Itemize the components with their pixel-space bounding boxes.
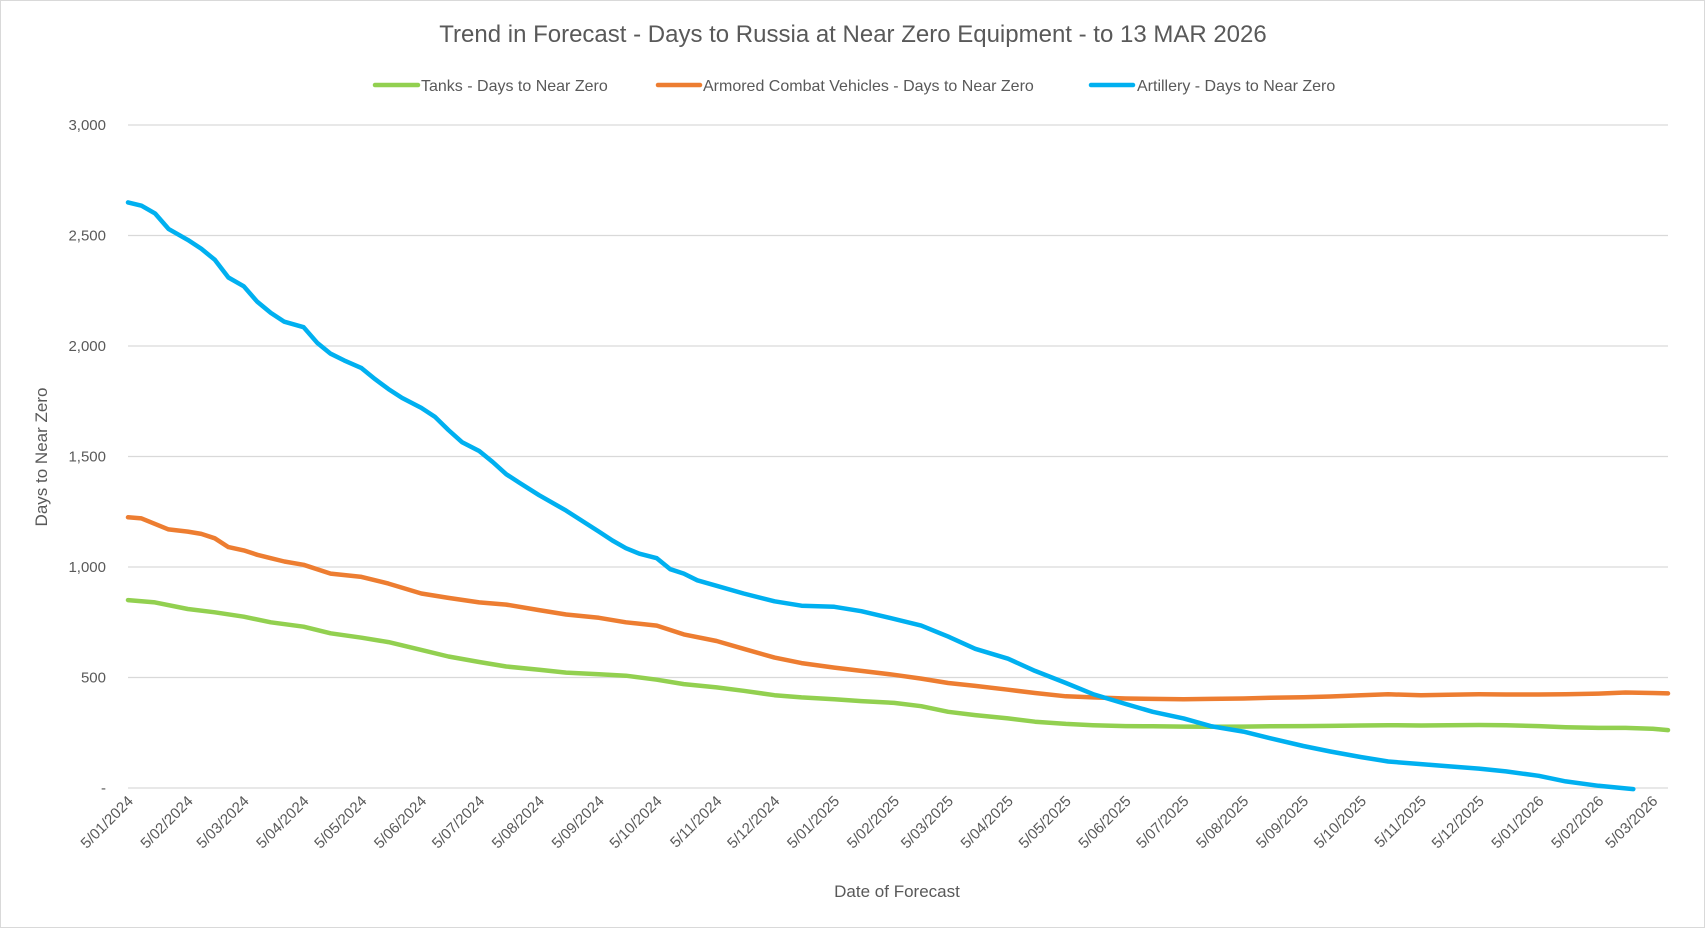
x-tick-label: 5/05/2025 [1016,793,1075,852]
x-tick-label: 5/07/2024 [429,793,488,852]
x-tick-label: 5/12/2024 [724,793,783,852]
y-tick-label: - [101,780,106,797]
series-line-tanks [125,597,1671,733]
y-tick-label: 2,500 [68,228,106,245]
series-line-armored-combat-vehicles [125,515,1671,702]
y-tick-label: 1,500 [68,449,106,466]
x-tick-label: 5/04/2025 [958,793,1017,852]
x-tick-label: 5/02/2026 [1548,793,1607,852]
x-tick-label: 5/07/2025 [1133,793,1192,852]
legend-label-artillery: Artillery - Days to Near Zero [1137,78,1335,95]
x-tick-label: 5/02/2024 [137,793,196,852]
x-tick-label: 5/03/2026 [1602,793,1661,852]
x-tick-label: 5/01/2026 [1488,793,1547,852]
x-tick-label: 5/05/2024 [311,793,370,852]
x-tick-label: 5/08/2025 [1193,793,1252,852]
x-tick-label: 5/02/2025 [844,793,903,852]
legend: Tanks - Days to Near Zero Armored Combat… [372,78,1335,95]
chart-title: Trend in Forecast - Days to Russia at Ne… [439,21,1266,48]
x-tick-label: 5/03/2025 [898,793,957,852]
series-layer [125,200,1671,792]
x-tick-label: 5/09/2025 [1253,793,1312,852]
legend-entry-armored-combat-vehicles: Armored Combat Vehicles - Days to Near Z… [655,78,1034,95]
x-tick-label: 5/12/2025 [1428,793,1487,852]
x-tick-label: 5/08/2024 [489,793,548,852]
legend-label-tanks: Tanks - Days to Near Zero [421,78,608,95]
legend-entry-tanks: Tanks - Days to Near Zero [372,78,608,95]
x-tick-label: 5/10/2024 [606,793,665,852]
x-tick-label: 5/06/2025 [1075,793,1134,852]
x-tick-label: 5/06/2024 [371,793,430,852]
y-axis-title: Days to Near Zero [32,388,51,527]
series-line-artillery [125,200,1636,792]
legend-entry-artillery: Artillery - Days to Near Zero [1088,78,1335,95]
x-axis-title: Date of Forecast [834,882,960,901]
x-tick-label: 5/11/2024 [667,793,725,851]
x-tick-label: 5/01/2024 [78,793,137,852]
x-tick-label: 5/04/2024 [253,793,312,852]
x-tick-label: 5/03/2024 [193,793,252,852]
x-tick-label: 5/01/2025 [784,793,843,852]
y-axis-tick-labels: - 500 1,000 1,500 2,000 2,500 3,000 [68,117,106,797]
x-tick-label: 5/11/2025 [1371,793,1429,851]
y-tick-label: 1,000 [68,559,106,576]
y-tick-label: 2,000 [68,338,106,355]
y-tick-label: 500 [81,670,106,687]
y-tick-label: 3,000 [68,117,106,134]
gridlines [128,124,1668,789]
legend-label-armored-combat-vehicles: Armored Combat Vehicles - Days to Near Z… [703,78,1034,95]
x-tick-label: 5/10/2025 [1311,793,1370,852]
x-tick-label: 5/09/2024 [548,793,607,852]
